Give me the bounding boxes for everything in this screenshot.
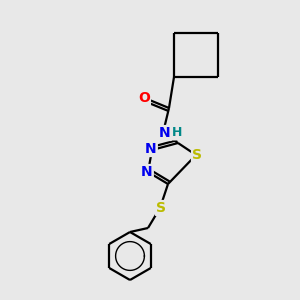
Text: H: H <box>172 127 182 140</box>
Text: N: N <box>159 126 171 140</box>
Text: S: S <box>192 148 202 162</box>
Text: O: O <box>138 91 150 105</box>
Text: N: N <box>145 142 157 156</box>
Text: N: N <box>141 165 153 179</box>
Text: S: S <box>156 201 166 215</box>
